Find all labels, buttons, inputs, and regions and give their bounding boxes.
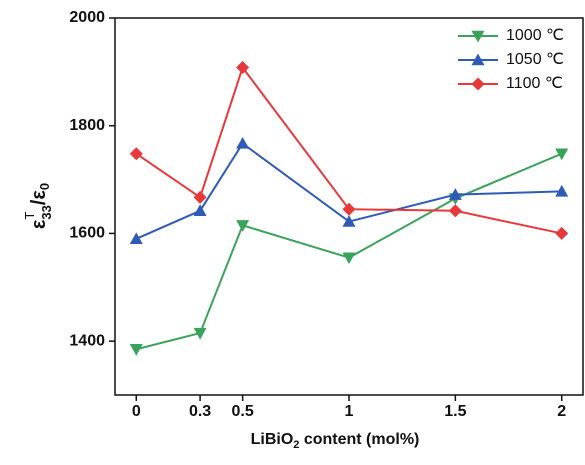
y-tick-label: 1400: [69, 332, 105, 349]
x-tick-label: 1: [345, 403, 354, 420]
data-point: [448, 188, 462, 200]
data-point: [193, 190, 207, 204]
data-point: [129, 147, 143, 161]
x-tick-label: 0: [132, 403, 141, 420]
x-label-part: LiBiO: [251, 431, 294, 448]
data-point: [555, 226, 569, 240]
legend-marker: [471, 77, 485, 91]
y-label-sup: T: [22, 212, 37, 220]
x-tick-label: 2: [557, 403, 566, 420]
data-point: [129, 232, 143, 245]
data-point: [193, 204, 207, 217]
data-point: [342, 202, 356, 216]
data-point: [193, 327, 207, 340]
y-label-part: /ε: [28, 190, 50, 206]
y-tick-label: 1600: [69, 225, 105, 242]
x-label-sub: 2: [293, 439, 299, 451]
y-tick-label: 2000: [69, 9, 105, 26]
data-point: [236, 61, 250, 75]
data-point: [342, 252, 356, 265]
legend-label: 1000 ℃: [506, 27, 564, 44]
series-line: [135, 142, 562, 240]
data-point: [129, 344, 143, 356]
y-axis-label: εT 33/ε0: [22, 183, 54, 229]
y-label-sub: 33: [39, 205, 54, 219]
x-label-part: content (mol%): [299, 431, 419, 448]
x-tick-label: 0.3: [189, 403, 211, 420]
data-point: [448, 204, 462, 218]
data-point: [555, 148, 569, 161]
x-tick-label: 0.5: [232, 403, 254, 420]
x-axis-label: LiBiO2 content (mol%): [251, 431, 420, 451]
data-point: [236, 220, 250, 232]
legend-label: 1100 ℃: [506, 75, 563, 92]
y-tick-label: 1800: [69, 117, 105, 134]
data-point: [555, 184, 569, 197]
y-label-part: ε: [28, 219, 50, 229]
x-tick-label: 1.5: [444, 403, 466, 420]
y-label-sub: 0: [37, 183, 52, 190]
legend-marker: [471, 53, 485, 66]
series-line: [135, 65, 562, 235]
legend-label: 1050 ℃: [506, 51, 564, 68]
legend-marker: [471, 30, 485, 43]
data-point: [236, 136, 250, 149]
series-line: [136, 152, 563, 351]
data-point: [342, 215, 356, 227]
